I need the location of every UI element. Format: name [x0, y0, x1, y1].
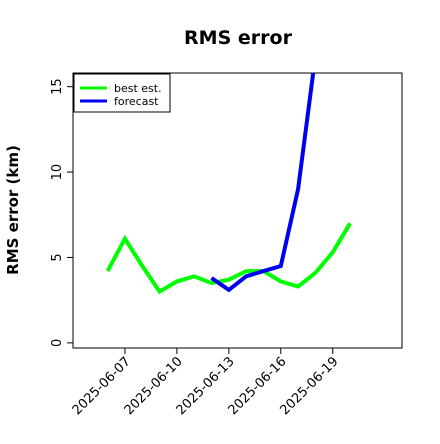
y-tick-label: 5: [50, 253, 65, 261]
legend: best est. forecast: [73, 73, 171, 113]
y-tick-label: 0: [50, 339, 65, 347]
y-tick-label: 15: [50, 78, 65, 95]
legend-label-best-est: best est.: [114, 82, 162, 95]
tick-layer: 0510152025-06-072025-06-102025-06-132025…: [50, 78, 342, 418]
chart-title: RMS error: [184, 27, 293, 49]
y-tick-label: 10: [50, 164, 65, 181]
series-layer: [105, 73, 352, 295]
legend-box: [73, 73, 171, 113]
y-axis-label: RMS error (km): [4, 145, 22, 275]
series-line-best-est: [105, 222, 352, 295]
plot-area-frame: [72, 72, 403, 349]
series-line-forecast: [210, 73, 316, 293]
legend-label-forecast: forecast: [114, 95, 159, 108]
